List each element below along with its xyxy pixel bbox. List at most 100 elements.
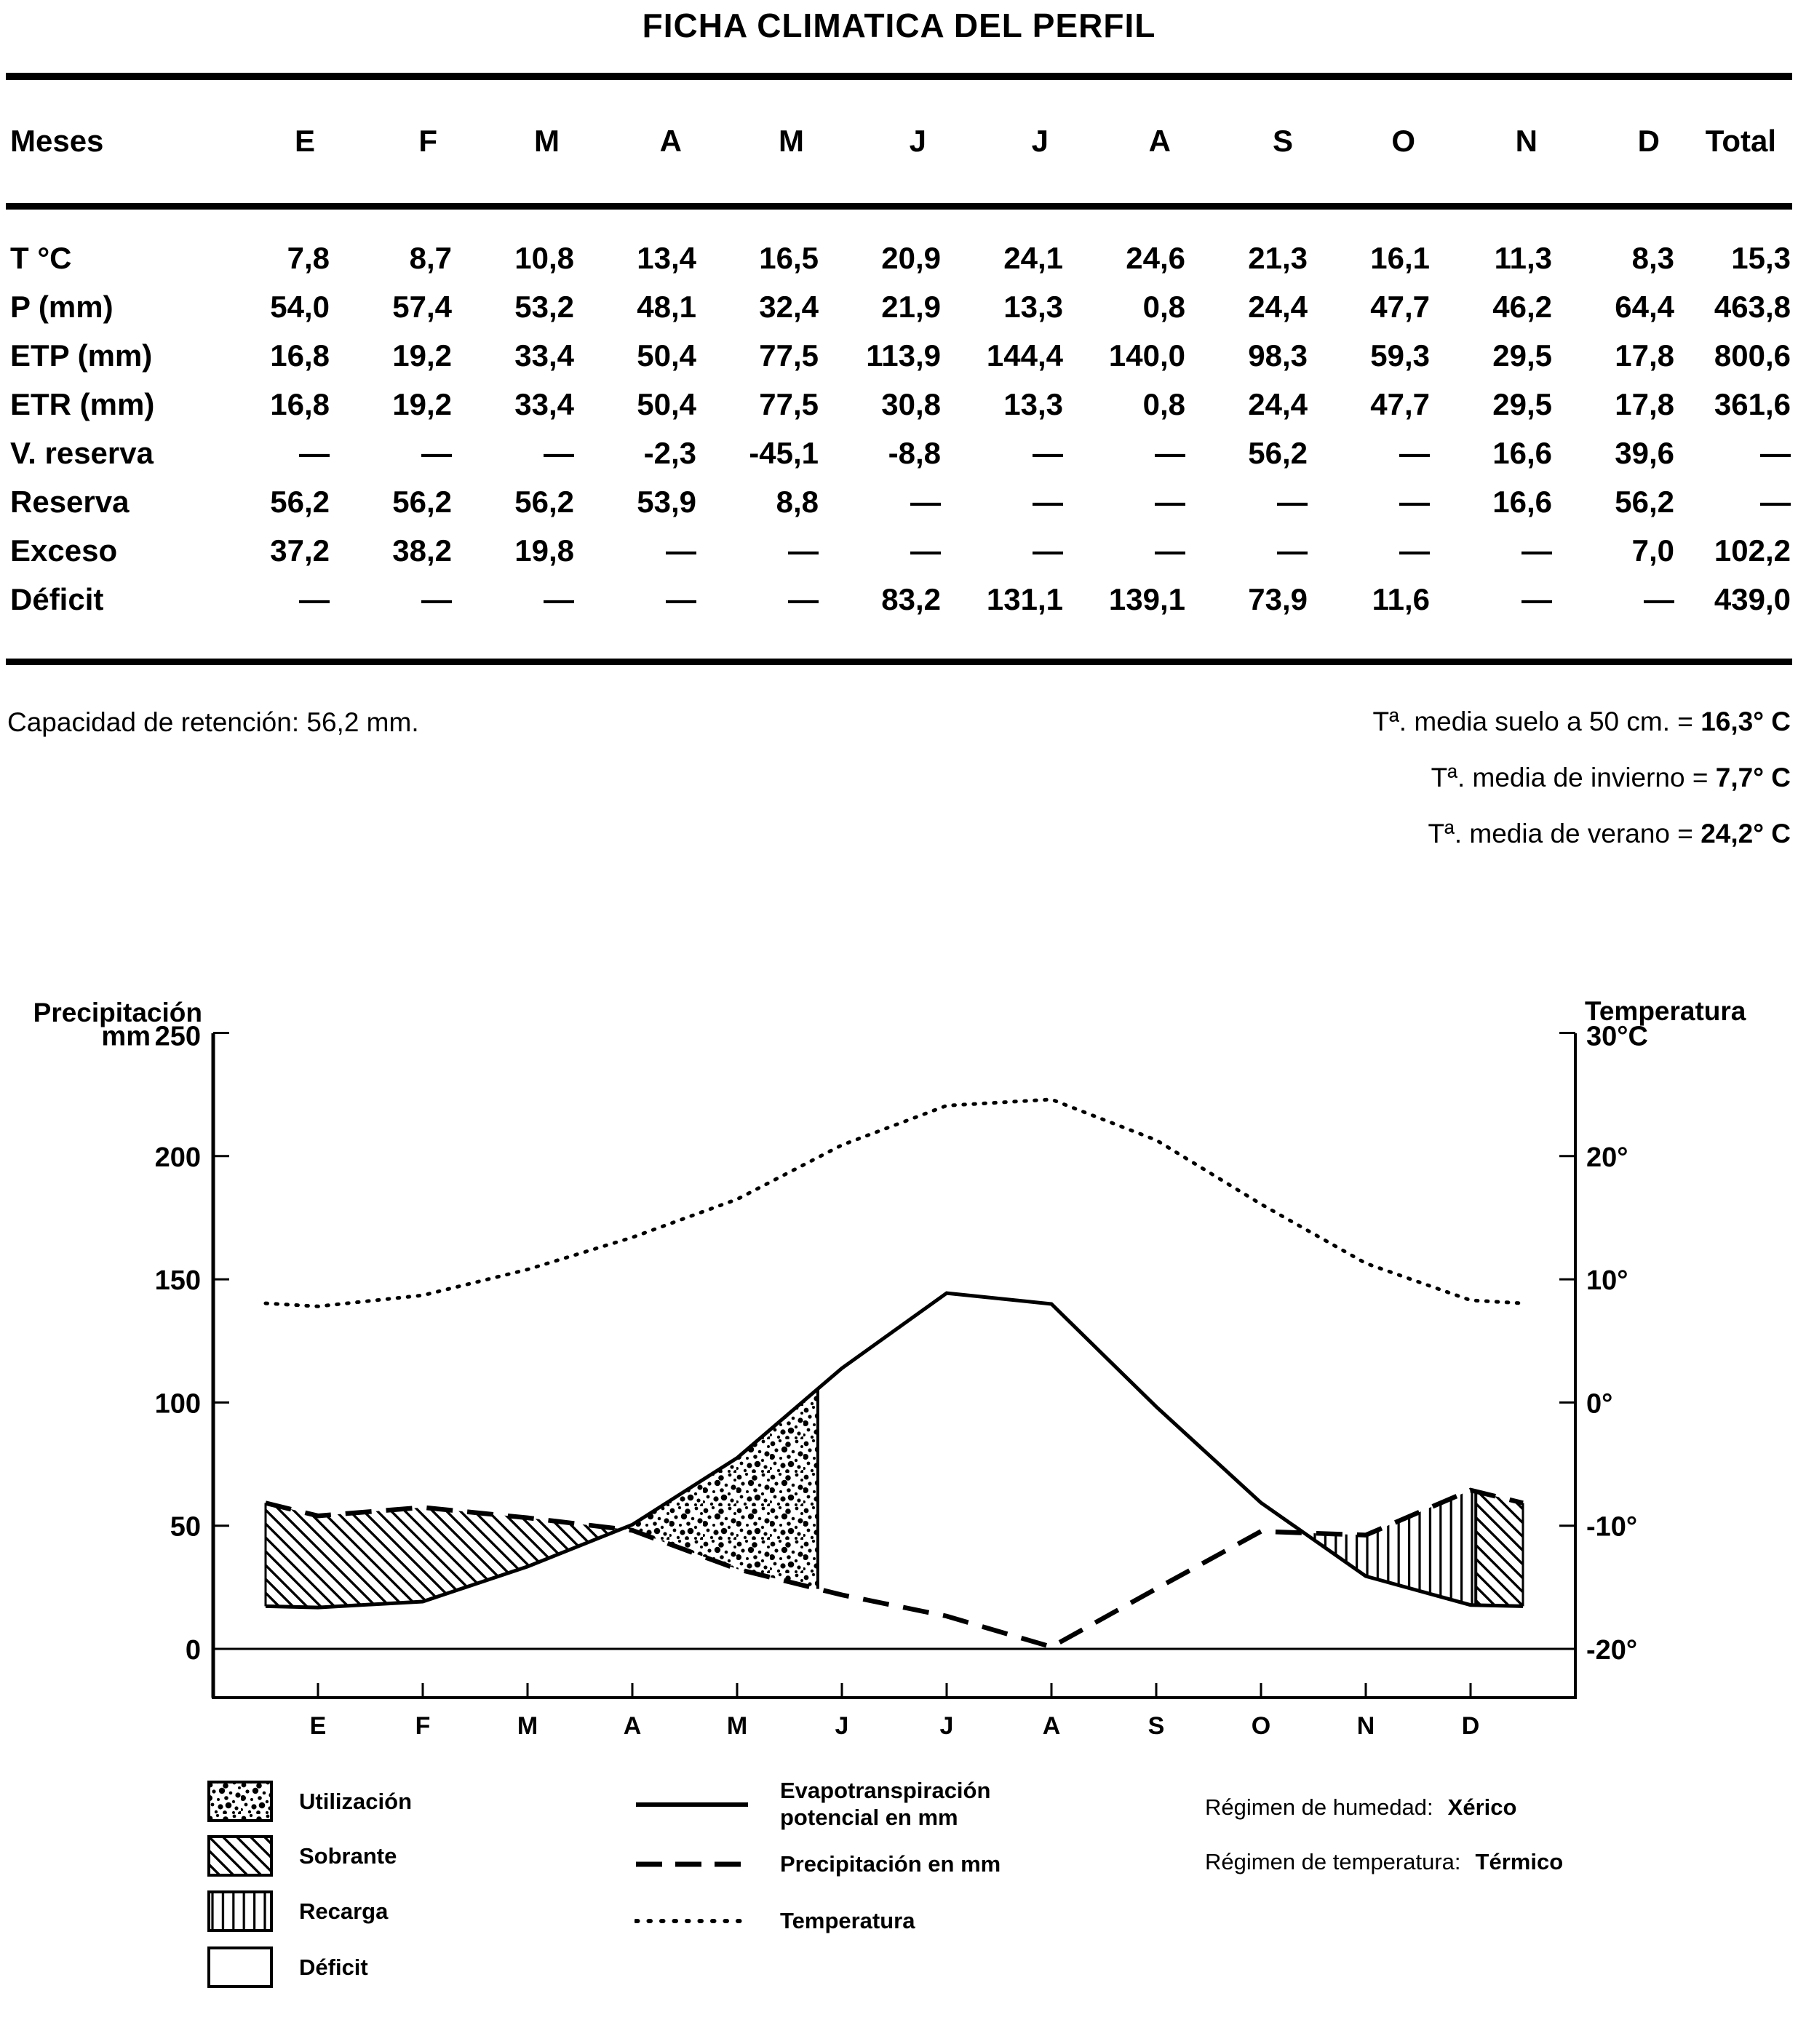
table-row-reserva: Reserva 56,2 56,2 56,2 53,9 8,8 — — — — — 16,6 56,2 —: [6, 478, 1792, 527]
cell-value: 16,8: [270, 387, 330, 421]
column-header-A-4: A: [659, 124, 682, 159]
cell-value: —: [1155, 485, 1185, 519]
cell-value: 800,6: [1714, 338, 1791, 373]
cell-value: 53,2: [514, 290, 574, 324]
row-label: Exceso: [10, 533, 118, 568]
month-label-11: N: [1357, 1712, 1375, 1740]
cell-value: 47,7: [1370, 387, 1430, 421]
cell-value: -45,1: [749, 436, 819, 470]
month-label-12: D: [1462, 1712, 1480, 1740]
temperature-regime: Régimen de temperatura: Térmico: [1205, 1849, 1563, 1875]
humidity-regime: Régimen de humedad: Xérico: [1205, 1794, 1516, 1821]
column-header-D-12: D: [1637, 124, 1660, 159]
summer-temp-value: 24,2° C: [1700, 819, 1791, 848]
cell-value: —: [1277, 485, 1308, 519]
humidity-regime-label: Régimen de humedad:: [1205, 1794, 1433, 1820]
month-label-7: J: [940, 1712, 954, 1740]
right-tick-label: 0°: [1586, 1388, 1612, 1419]
left-axis-unit: mm: [101, 1022, 151, 1052]
row-label: Déficit: [10, 582, 104, 616]
row-label: V. reserva: [10, 436, 154, 470]
cell-value: 20,9: [881, 241, 941, 275]
month-label-1: E: [310, 1712, 327, 1740]
cell-value: —: [1033, 436, 1063, 470]
row-label: ETR (mm): [10, 387, 155, 421]
cell-value: —: [421, 582, 452, 616]
cell-value: 102,2: [1714, 533, 1791, 568]
cell-value: 56,2: [1248, 436, 1308, 470]
cell-value: 77,5: [759, 387, 819, 421]
month-label-4: A: [624, 1712, 642, 1740]
legend-item-deficit: Déficit: [207, 1946, 368, 1988]
summer-temp-label: Tª. media de verano =: [1428, 819, 1693, 848]
region-sobrante: [266, 1503, 621, 1608]
cell-value: —: [1155, 436, 1185, 470]
cell-value: 21,9: [881, 290, 941, 324]
right-tick-label: -10°: [1586, 1512, 1637, 1543]
cell-value: 29,5: [1492, 387, 1552, 421]
dotted-line-icon: [635, 1919, 749, 1923]
month-label-5: M: [727, 1712, 747, 1740]
cell-value: 56,2: [392, 485, 452, 519]
column-header-E-1: E: [294, 124, 315, 159]
legend-label: Sobrante: [299, 1842, 397, 1869]
legend-label: Recarga: [299, 1898, 389, 1924]
legend-item-precipitacion-line: Precipitación en mm: [635, 1850, 1001, 1879]
legend-item-etp-line: Evapotranspiración potencial en mm: [635, 1774, 1049, 1835]
cell-value: 50,4: [637, 338, 696, 373]
solid-line-icon: [636, 1802, 748, 1807]
cell-value: 17,8: [1615, 387, 1674, 421]
cell-value: 77,5: [759, 338, 819, 373]
cell-value: 56,2: [270, 485, 330, 519]
cell-value: 64,4: [1615, 290, 1674, 324]
column-header-F-2: F: [418, 124, 437, 159]
cell-value: 10,8: [514, 241, 574, 275]
winter-temp-label: Tª. media de invierno =: [1431, 763, 1709, 792]
cell-value: 37,2: [270, 533, 330, 568]
cell-value: 50,4: [637, 387, 696, 421]
winter-temp-note: Tª. media de invierno = 7,7° C: [1372, 762, 1791, 794]
cell-value: —: [1760, 485, 1791, 519]
column-header-total: Total: [1705, 124, 1776, 159]
column-header-O-10: O: [1391, 124, 1415, 159]
cell-value: —: [1155, 533, 1185, 568]
cell-value: 131,1: [986, 582, 1063, 616]
legend-item-utilizacion: Utilización: [207, 1781, 412, 1822]
utilizacion-swatch-icon: [207, 1781, 273, 1822]
left-tick-label: 200: [155, 1142, 201, 1173]
column-header-N-11: N: [1515, 124, 1538, 159]
legend-label: Temperatura: [780, 1907, 915, 1933]
cell-value: 38,2: [392, 533, 452, 568]
cell-value: 24,4: [1248, 290, 1308, 324]
legend-label: Utilización: [299, 1788, 413, 1814]
cell-value: 17,8: [1615, 338, 1674, 373]
cell-value: 0,8: [1142, 290, 1185, 324]
cell-value: 48,1: [637, 290, 696, 324]
table-row-d-ficit: Déficit — — — — — 83,2 131,1 139,1 73,9 11,6 — — 439,…: [6, 576, 1792, 624]
temperature-regime-value: Térmico: [1475, 1849, 1564, 1874]
section-divider: [6, 659, 1792, 665]
left-axis-title: Precipitación: [33, 998, 202, 1027]
cell-value: 33,4: [514, 338, 574, 373]
cell-value: 139,1: [1108, 582, 1185, 616]
cell-value: 46,2: [1492, 290, 1552, 324]
cell-value: 16,5: [759, 241, 819, 275]
month-label-10: O: [1252, 1712, 1270, 1740]
cell-value: 8,8: [776, 485, 819, 519]
region-recarga: [1304, 1490, 1476, 1605]
cell-value: 83,2: [881, 582, 941, 616]
row-label: ETP (mm): [10, 338, 153, 373]
retention-capacity-note: Capacidad de retención: 56,2 mm.: [7, 707, 419, 737]
cell-value: 19,2: [392, 387, 452, 421]
cell-value: 21,3: [1248, 241, 1308, 275]
right-tick-label: -20°: [1586, 1635, 1637, 1666]
temperature-regime-label: Régimen de temperatura:: [1205, 1849, 1461, 1874]
column-header-meses: Meses: [10, 124, 104, 159]
cell-value: —: [788, 533, 819, 568]
cell-value: 13,3: [1003, 387, 1063, 421]
climate-table: Meses E F M A M J J A S O N D Total T °C 7,8 8,7 10,8 13,…: [6, 73, 1792, 624]
cell-value: 24,4: [1248, 387, 1308, 421]
soil-temperature-notes: Tª. media suelo a 50 cm. = 16,3° C Tª. m…: [1372, 706, 1791, 874]
cell-value: —: [299, 582, 330, 616]
